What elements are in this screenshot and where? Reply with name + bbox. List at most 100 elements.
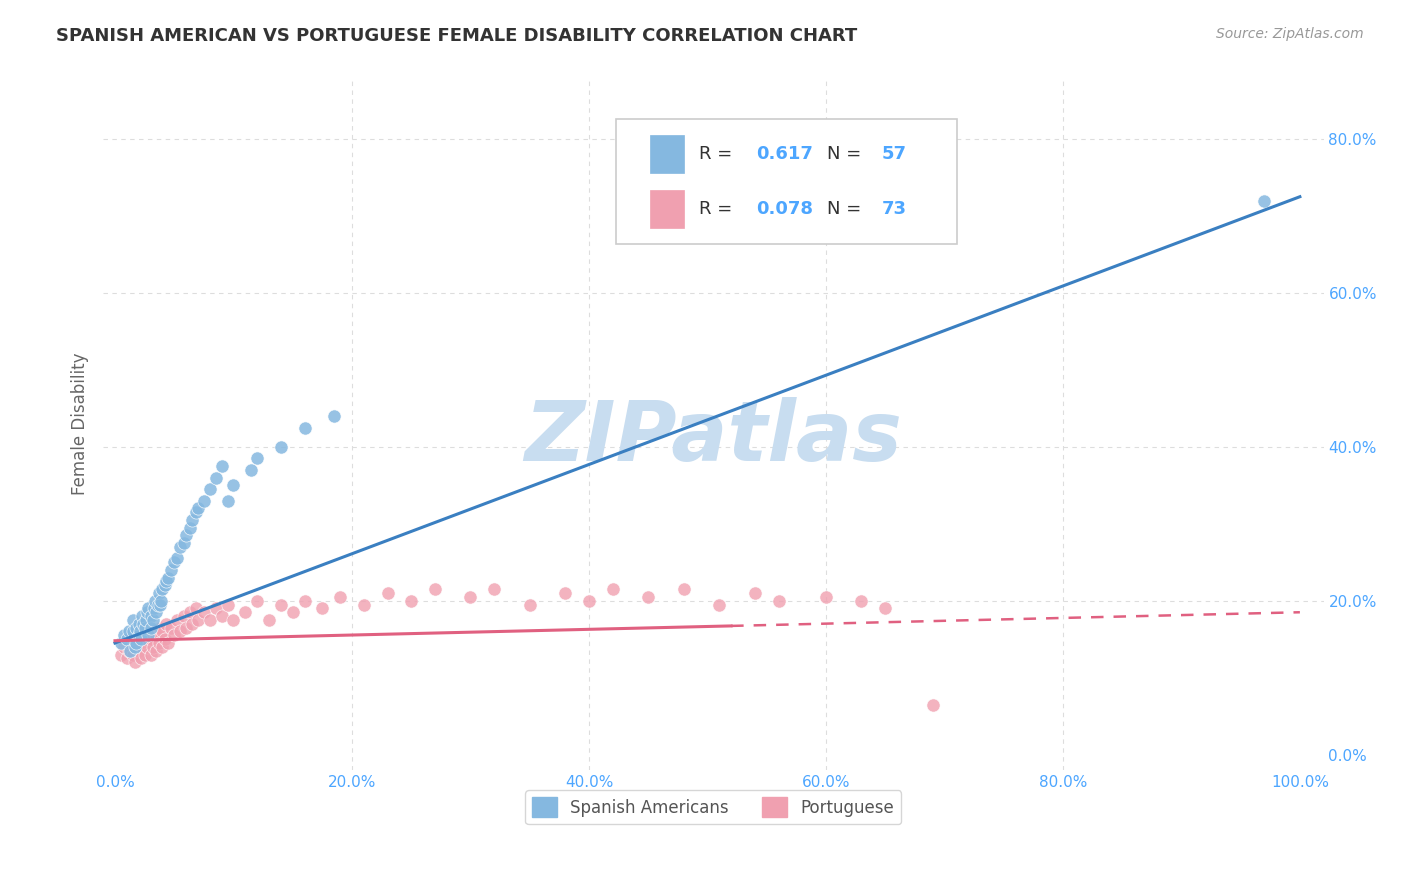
Point bbox=[173, 609, 195, 624]
Point bbox=[204, 601, 226, 615]
Point bbox=[150, 640, 173, 654]
Point bbox=[184, 505, 207, 519]
Point bbox=[110, 648, 132, 662]
Point bbox=[181, 513, 204, 527]
Point bbox=[179, 520, 201, 534]
Point bbox=[114, 640, 136, 654]
Point bbox=[120, 636, 142, 650]
Point bbox=[124, 655, 146, 669]
Point bbox=[174, 621, 197, 635]
Point bbox=[399, 593, 422, 607]
Text: 57: 57 bbox=[882, 145, 907, 162]
Point bbox=[139, 648, 162, 662]
Point bbox=[814, 590, 837, 604]
Text: N =: N = bbox=[827, 200, 868, 218]
Text: R =: R = bbox=[699, 200, 738, 218]
Point bbox=[131, 609, 153, 624]
Point bbox=[217, 493, 239, 508]
Point bbox=[118, 644, 141, 658]
Point bbox=[125, 621, 148, 635]
Point bbox=[114, 628, 136, 642]
Point bbox=[875, 601, 897, 615]
Point bbox=[124, 640, 146, 654]
Point bbox=[157, 636, 180, 650]
Point bbox=[128, 628, 150, 642]
Point bbox=[157, 571, 180, 585]
Text: ZIPatlas: ZIPatlas bbox=[524, 397, 903, 478]
Text: SPANISH AMERICAN VS PORTUGUESE FEMALE DISABILITY CORRELATION CHART: SPANISH AMERICAN VS PORTUGUESE FEMALE DI… bbox=[56, 27, 858, 45]
Point bbox=[125, 636, 148, 650]
Point bbox=[270, 598, 292, 612]
Point bbox=[294, 593, 316, 607]
Point bbox=[637, 590, 659, 604]
Text: N =: N = bbox=[827, 145, 868, 162]
Point bbox=[181, 616, 204, 631]
Point bbox=[155, 574, 177, 589]
Point bbox=[173, 536, 195, 550]
Point bbox=[128, 644, 150, 658]
Point bbox=[145, 628, 167, 642]
Point bbox=[166, 551, 188, 566]
Point bbox=[460, 590, 482, 604]
Point bbox=[153, 578, 176, 592]
Point bbox=[120, 644, 142, 658]
Point bbox=[163, 555, 186, 569]
Text: 0.617: 0.617 bbox=[756, 145, 813, 162]
Point bbox=[174, 528, 197, 542]
Point bbox=[134, 648, 156, 662]
Point bbox=[149, 621, 172, 635]
Point bbox=[187, 501, 209, 516]
Point bbox=[744, 586, 766, 600]
Point bbox=[323, 409, 346, 423]
Point bbox=[554, 586, 576, 600]
Point bbox=[169, 624, 191, 639]
Text: R =: R = bbox=[699, 145, 738, 162]
Point bbox=[198, 613, 221, 627]
Point bbox=[139, 632, 162, 647]
Point bbox=[519, 598, 541, 612]
Point bbox=[169, 540, 191, 554]
Point bbox=[184, 601, 207, 615]
Point bbox=[311, 601, 333, 615]
Point bbox=[143, 593, 166, 607]
Point bbox=[149, 598, 172, 612]
Point bbox=[166, 613, 188, 627]
Point bbox=[159, 621, 181, 635]
Point bbox=[150, 582, 173, 596]
Point bbox=[136, 624, 159, 639]
Point bbox=[136, 640, 159, 654]
Point bbox=[222, 478, 245, 492]
Point bbox=[139, 621, 162, 635]
Point bbox=[142, 640, 165, 654]
Point bbox=[121, 648, 143, 662]
Point bbox=[222, 613, 245, 627]
Point bbox=[121, 632, 143, 647]
Point bbox=[257, 613, 280, 627]
Point bbox=[193, 493, 215, 508]
Point bbox=[482, 582, 505, 596]
Point bbox=[294, 420, 316, 434]
Point bbox=[377, 586, 399, 600]
Point bbox=[128, 624, 150, 639]
Point bbox=[134, 621, 156, 635]
Point bbox=[179, 605, 201, 619]
Point bbox=[768, 593, 790, 607]
Point bbox=[672, 582, 695, 596]
Point bbox=[143, 601, 166, 615]
FancyBboxPatch shape bbox=[616, 119, 957, 244]
Point bbox=[163, 628, 186, 642]
Point bbox=[423, 582, 446, 596]
Point bbox=[1253, 194, 1275, 208]
Point bbox=[198, 482, 221, 496]
Point bbox=[115, 632, 138, 647]
Point bbox=[132, 616, 155, 631]
Point bbox=[148, 636, 170, 650]
Point bbox=[110, 636, 132, 650]
Text: 73: 73 bbox=[882, 200, 907, 218]
Point bbox=[129, 651, 152, 665]
Point bbox=[145, 644, 167, 658]
Point bbox=[135, 613, 157, 627]
Legend: Spanish Americans, Portuguese: Spanish Americans, Portuguese bbox=[526, 790, 901, 824]
Point bbox=[211, 458, 233, 473]
Point bbox=[578, 593, 600, 607]
